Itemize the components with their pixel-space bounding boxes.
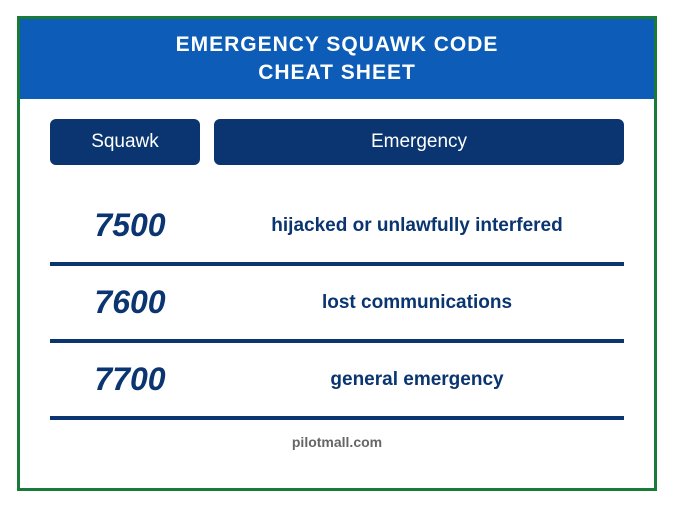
header-banner: EMERGENCY SQUAWK CODE CHEAT SHEET [20, 19, 654, 99]
emergency-description: hijacked or unlawfully interfered [210, 215, 624, 237]
title-line-2: CHEAT SHEET [20, 61, 654, 85]
footer-credit: pilotmall.com [50, 420, 624, 460]
emergency-description: lost communications [210, 292, 624, 314]
emergency-description: general emergency [210, 369, 624, 391]
table-row: 7700 general emergency [50, 343, 624, 420]
table-row: 7500 hijacked or unlawfully interfered [50, 189, 624, 266]
table-header-row: Squawk Emergency [50, 119, 624, 165]
column-header-emergency: Emergency [214, 119, 624, 165]
squawk-code: 7500 [50, 207, 210, 244]
content-area: Squawk Emergency 7500 hijacked or unlawf… [20, 99, 654, 488]
column-header-squawk: Squawk [50, 119, 200, 165]
cheat-sheet-container: EMERGENCY SQUAWK CODE CHEAT SHEET Squawk… [17, 16, 657, 491]
squawk-code: 7600 [50, 284, 210, 321]
table-row: 7600 lost communications [50, 266, 624, 343]
title-line-1: EMERGENCY SQUAWK CODE [20, 33, 654, 57]
squawk-code: 7700 [50, 361, 210, 398]
